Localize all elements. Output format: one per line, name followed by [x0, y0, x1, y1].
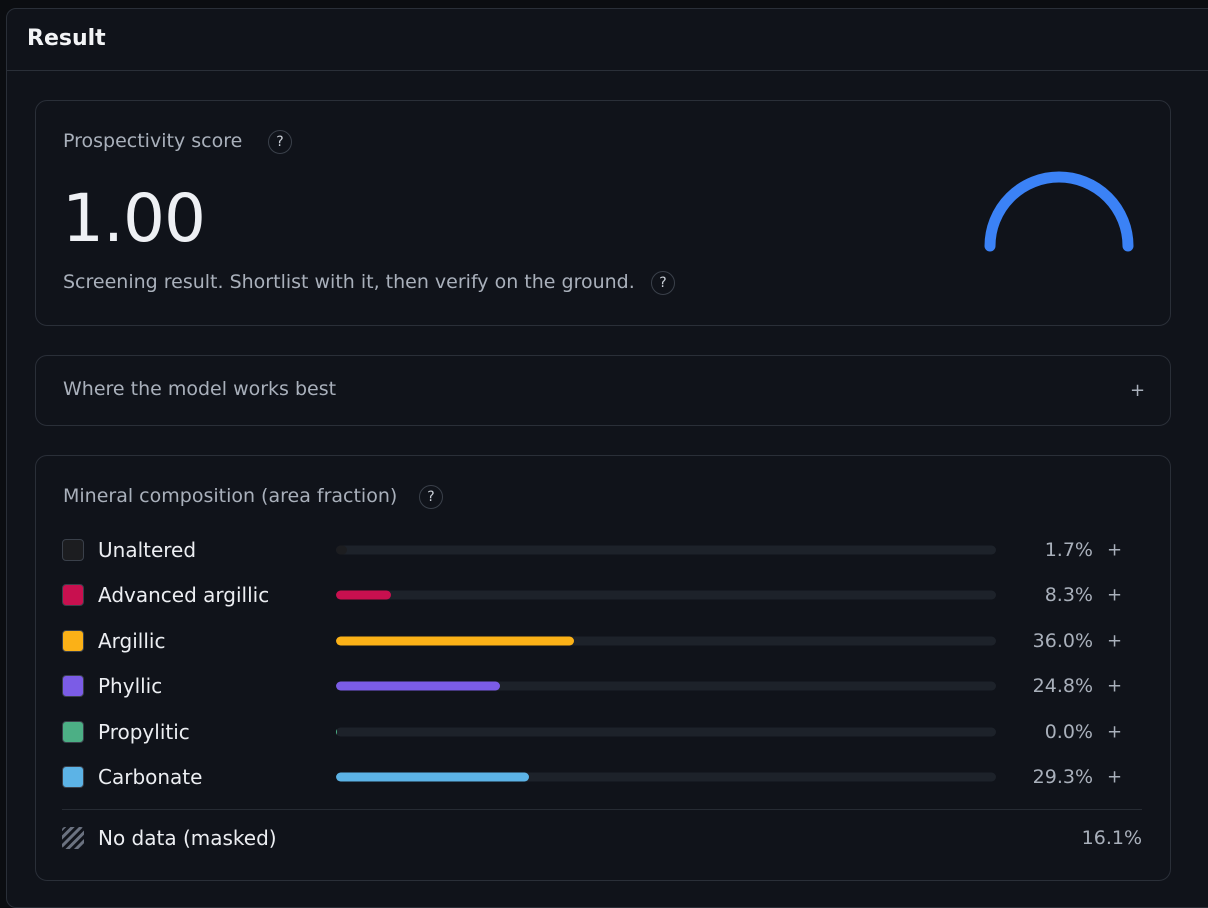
- swatch: [62, 584, 84, 607]
- bar-track: [336, 590, 996, 600]
- bar-track: [336, 681, 996, 691]
- help-button[interactable]: ?: [419, 485, 443, 509]
- bar: [336, 590, 391, 600]
- swatch: [62, 720, 84, 743]
- masked-label: No data (masked): [98, 826, 277, 850]
- value-label: 36.0%: [1032, 629, 1093, 652]
- bar-track: [336, 772, 996, 782]
- score-card: [35, 100, 1171, 326]
- mineral-name: Carbonate: [98, 765, 203, 789]
- value-label: 29.3%: [1032, 766, 1093, 788]
- swatch: [62, 675, 84, 698]
- accordion-toggle[interactable]: +: [1130, 380, 1146, 401]
- mineral-name: Argillic: [98, 628, 166, 653]
- bar-track: [336, 636, 996, 646]
- expand-toggle[interactable]: +: [1107, 630, 1123, 652]
- expand-toggle[interactable]: +: [1107, 539, 1123, 561]
- masked-value: 16.1%: [1081, 827, 1142, 849]
- panel-title: Result: [27, 26, 106, 51]
- gauge-arc: [984, 171, 1134, 252]
- swatch: [62, 629, 84, 652]
- mineral-name: Propylitic: [98, 719, 190, 744]
- swatch: [62, 766, 84, 788]
- value-label: 1.7%: [1044, 539, 1093, 561]
- expand-toggle[interactable]: +: [1107, 721, 1123, 743]
- masked-icon: [62, 827, 84, 849]
- expand-toggle[interactable]: +: [1107, 584, 1123, 606]
- swatch: [62, 539, 84, 561]
- help-button[interactable]: ?: [651, 271, 675, 295]
- score-note: Screening result. Shortlist with it, the…: [63, 271, 635, 293]
- bar: [336, 681, 500, 691]
- bar: [336, 545, 348, 555]
- score-title: Prospectivity score: [63, 130, 243, 152]
- bar: [336, 727, 337, 737]
- mineral-name: Advanced argillic: [98, 583, 270, 608]
- value-label: 24.8%: [1032, 675, 1093, 698]
- expand-toggle[interactable]: +: [1107, 766, 1123, 788]
- accordion[interactable]: [35, 355, 1171, 426]
- divider: [7, 70, 1208, 71]
- bar: [336, 772, 530, 782]
- bar-track: [336, 545, 996, 555]
- bar-track: [336, 727, 996, 737]
- mineral-name: Phyllic: [98, 674, 163, 699]
- value-label: 0.0%: [1044, 720, 1093, 743]
- bar: [336, 636, 574, 646]
- mineral-name: Unaltered: [98, 538, 197, 562]
- accordion-title[interactable]: Where the model works best: [63, 378, 337, 400]
- score-value: 1.00: [62, 180, 206, 257]
- expand-toggle[interactable]: +: [1107, 675, 1123, 697]
- value-label: 8.3%: [1044, 584, 1093, 607]
- help-button[interactable]: ?: [268, 130, 292, 154]
- score-gauge: [984, 171, 1134, 252]
- divider: [62, 809, 1142, 810]
- composition-card: [35, 455, 1171, 881]
- composition-title: Mineral composition (area fraction): [63, 485, 398, 507]
